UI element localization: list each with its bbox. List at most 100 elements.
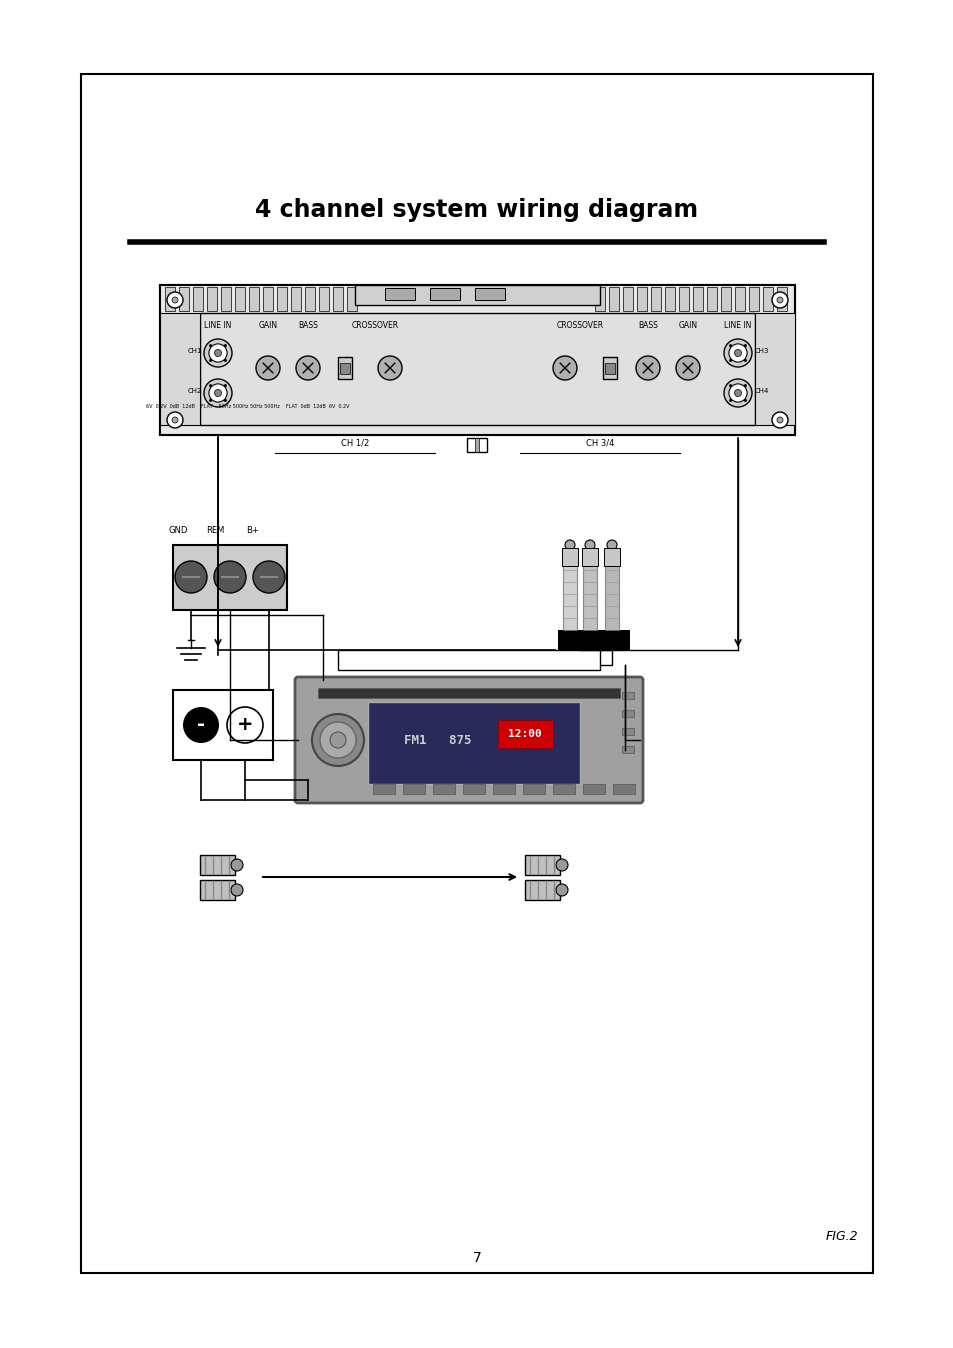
Bar	[621, 728, 634, 735]
Bar	[581, 549, 598, 566]
Circle shape	[183, 706, 219, 743]
Circle shape	[556, 859, 567, 871]
Bar	[603, 549, 619, 566]
Text: CH4: CH4	[754, 388, 768, 394]
Bar	[263, 287, 273, 311]
Bar	[572, 650, 612, 665]
Bar	[604, 559, 618, 650]
Circle shape	[209, 344, 212, 346]
Circle shape	[209, 384, 227, 402]
Circle shape	[728, 399, 731, 402]
Bar	[347, 287, 356, 311]
Bar	[621, 745, 634, 754]
Bar	[462, 785, 484, 794]
Bar	[664, 287, 675, 311]
Bar	[734, 287, 744, 311]
Circle shape	[214, 390, 221, 396]
Bar	[81, 74, 872, 1273]
Bar	[522, 785, 544, 794]
Circle shape	[204, 338, 232, 367]
Text: 12:00: 12:00	[508, 729, 541, 739]
Circle shape	[728, 384, 746, 402]
Text: CROSSOVER: CROSSOVER	[351, 321, 398, 329]
Circle shape	[227, 706, 263, 743]
Bar	[249, 287, 258, 311]
Text: BASS: BASS	[638, 321, 658, 329]
Bar	[582, 559, 597, 650]
Bar	[160, 313, 200, 425]
Bar	[276, 287, 287, 311]
Text: -: -	[196, 716, 205, 735]
Circle shape	[771, 412, 787, 429]
Circle shape	[204, 379, 232, 407]
Text: 6V  0.2V  0dB  12dB    FLAT    50Hz 500Hz 50Hz 500Hz    FLAT  0dB  12dB  6V  0.2: 6V 0.2V 0dB 12dB FLAT 50Hz 500Hz 50Hz 50…	[146, 403, 350, 408]
Circle shape	[224, 344, 227, 346]
Bar	[193, 287, 203, 311]
Bar	[524, 855, 559, 875]
Text: CH 3/4: CH 3/4	[585, 438, 614, 448]
Bar	[305, 287, 314, 311]
Bar	[637, 287, 646, 311]
Circle shape	[723, 338, 751, 367]
Circle shape	[295, 356, 319, 380]
Circle shape	[224, 384, 227, 387]
Bar	[368, 702, 579, 785]
Bar	[160, 284, 794, 435]
Bar	[561, 549, 578, 566]
Circle shape	[776, 297, 782, 303]
Circle shape	[214, 349, 221, 356]
Circle shape	[377, 356, 401, 380]
Circle shape	[167, 293, 183, 307]
Text: CH2: CH2	[188, 388, 202, 394]
Bar	[317, 687, 619, 698]
FancyBboxPatch shape	[294, 677, 642, 803]
Bar	[373, 785, 395, 794]
Text: GAIN: GAIN	[258, 321, 277, 329]
Bar	[207, 287, 216, 311]
Circle shape	[209, 384, 212, 387]
Circle shape	[172, 297, 178, 303]
Circle shape	[584, 541, 595, 550]
Circle shape	[771, 293, 787, 307]
Bar	[706, 287, 717, 311]
Bar	[621, 710, 634, 717]
Bar	[385, 288, 415, 301]
Circle shape	[728, 344, 746, 363]
Circle shape	[728, 384, 731, 387]
Circle shape	[734, 390, 740, 396]
Circle shape	[776, 417, 782, 423]
Text: FM1   875: FM1 875	[404, 733, 471, 747]
Bar	[221, 287, 231, 311]
Bar	[200, 313, 754, 425]
Bar	[200, 880, 234, 900]
Bar	[613, 785, 635, 794]
Circle shape	[743, 384, 746, 387]
Circle shape	[224, 399, 227, 402]
Circle shape	[676, 356, 700, 380]
Circle shape	[231, 859, 243, 871]
Circle shape	[312, 714, 364, 766]
Bar	[608, 287, 618, 311]
Bar	[602, 357, 617, 379]
Text: 7: 7	[472, 1251, 481, 1264]
Bar	[291, 287, 301, 311]
Bar	[776, 287, 786, 311]
Bar	[467, 438, 486, 452]
Bar	[720, 287, 730, 311]
Bar	[553, 785, 575, 794]
Bar	[748, 287, 759, 311]
Text: BASS: BASS	[297, 321, 317, 329]
Bar	[337, 357, 352, 379]
Bar	[339, 363, 350, 373]
Text: CH3: CH3	[754, 348, 768, 355]
Circle shape	[636, 356, 659, 380]
Bar	[402, 785, 424, 794]
Bar	[622, 287, 633, 311]
Bar	[524, 880, 559, 900]
Bar	[172, 690, 273, 760]
Bar	[558, 630, 629, 650]
Bar	[582, 785, 604, 794]
Circle shape	[231, 884, 243, 896]
Bar	[650, 287, 660, 311]
Bar	[562, 559, 577, 650]
